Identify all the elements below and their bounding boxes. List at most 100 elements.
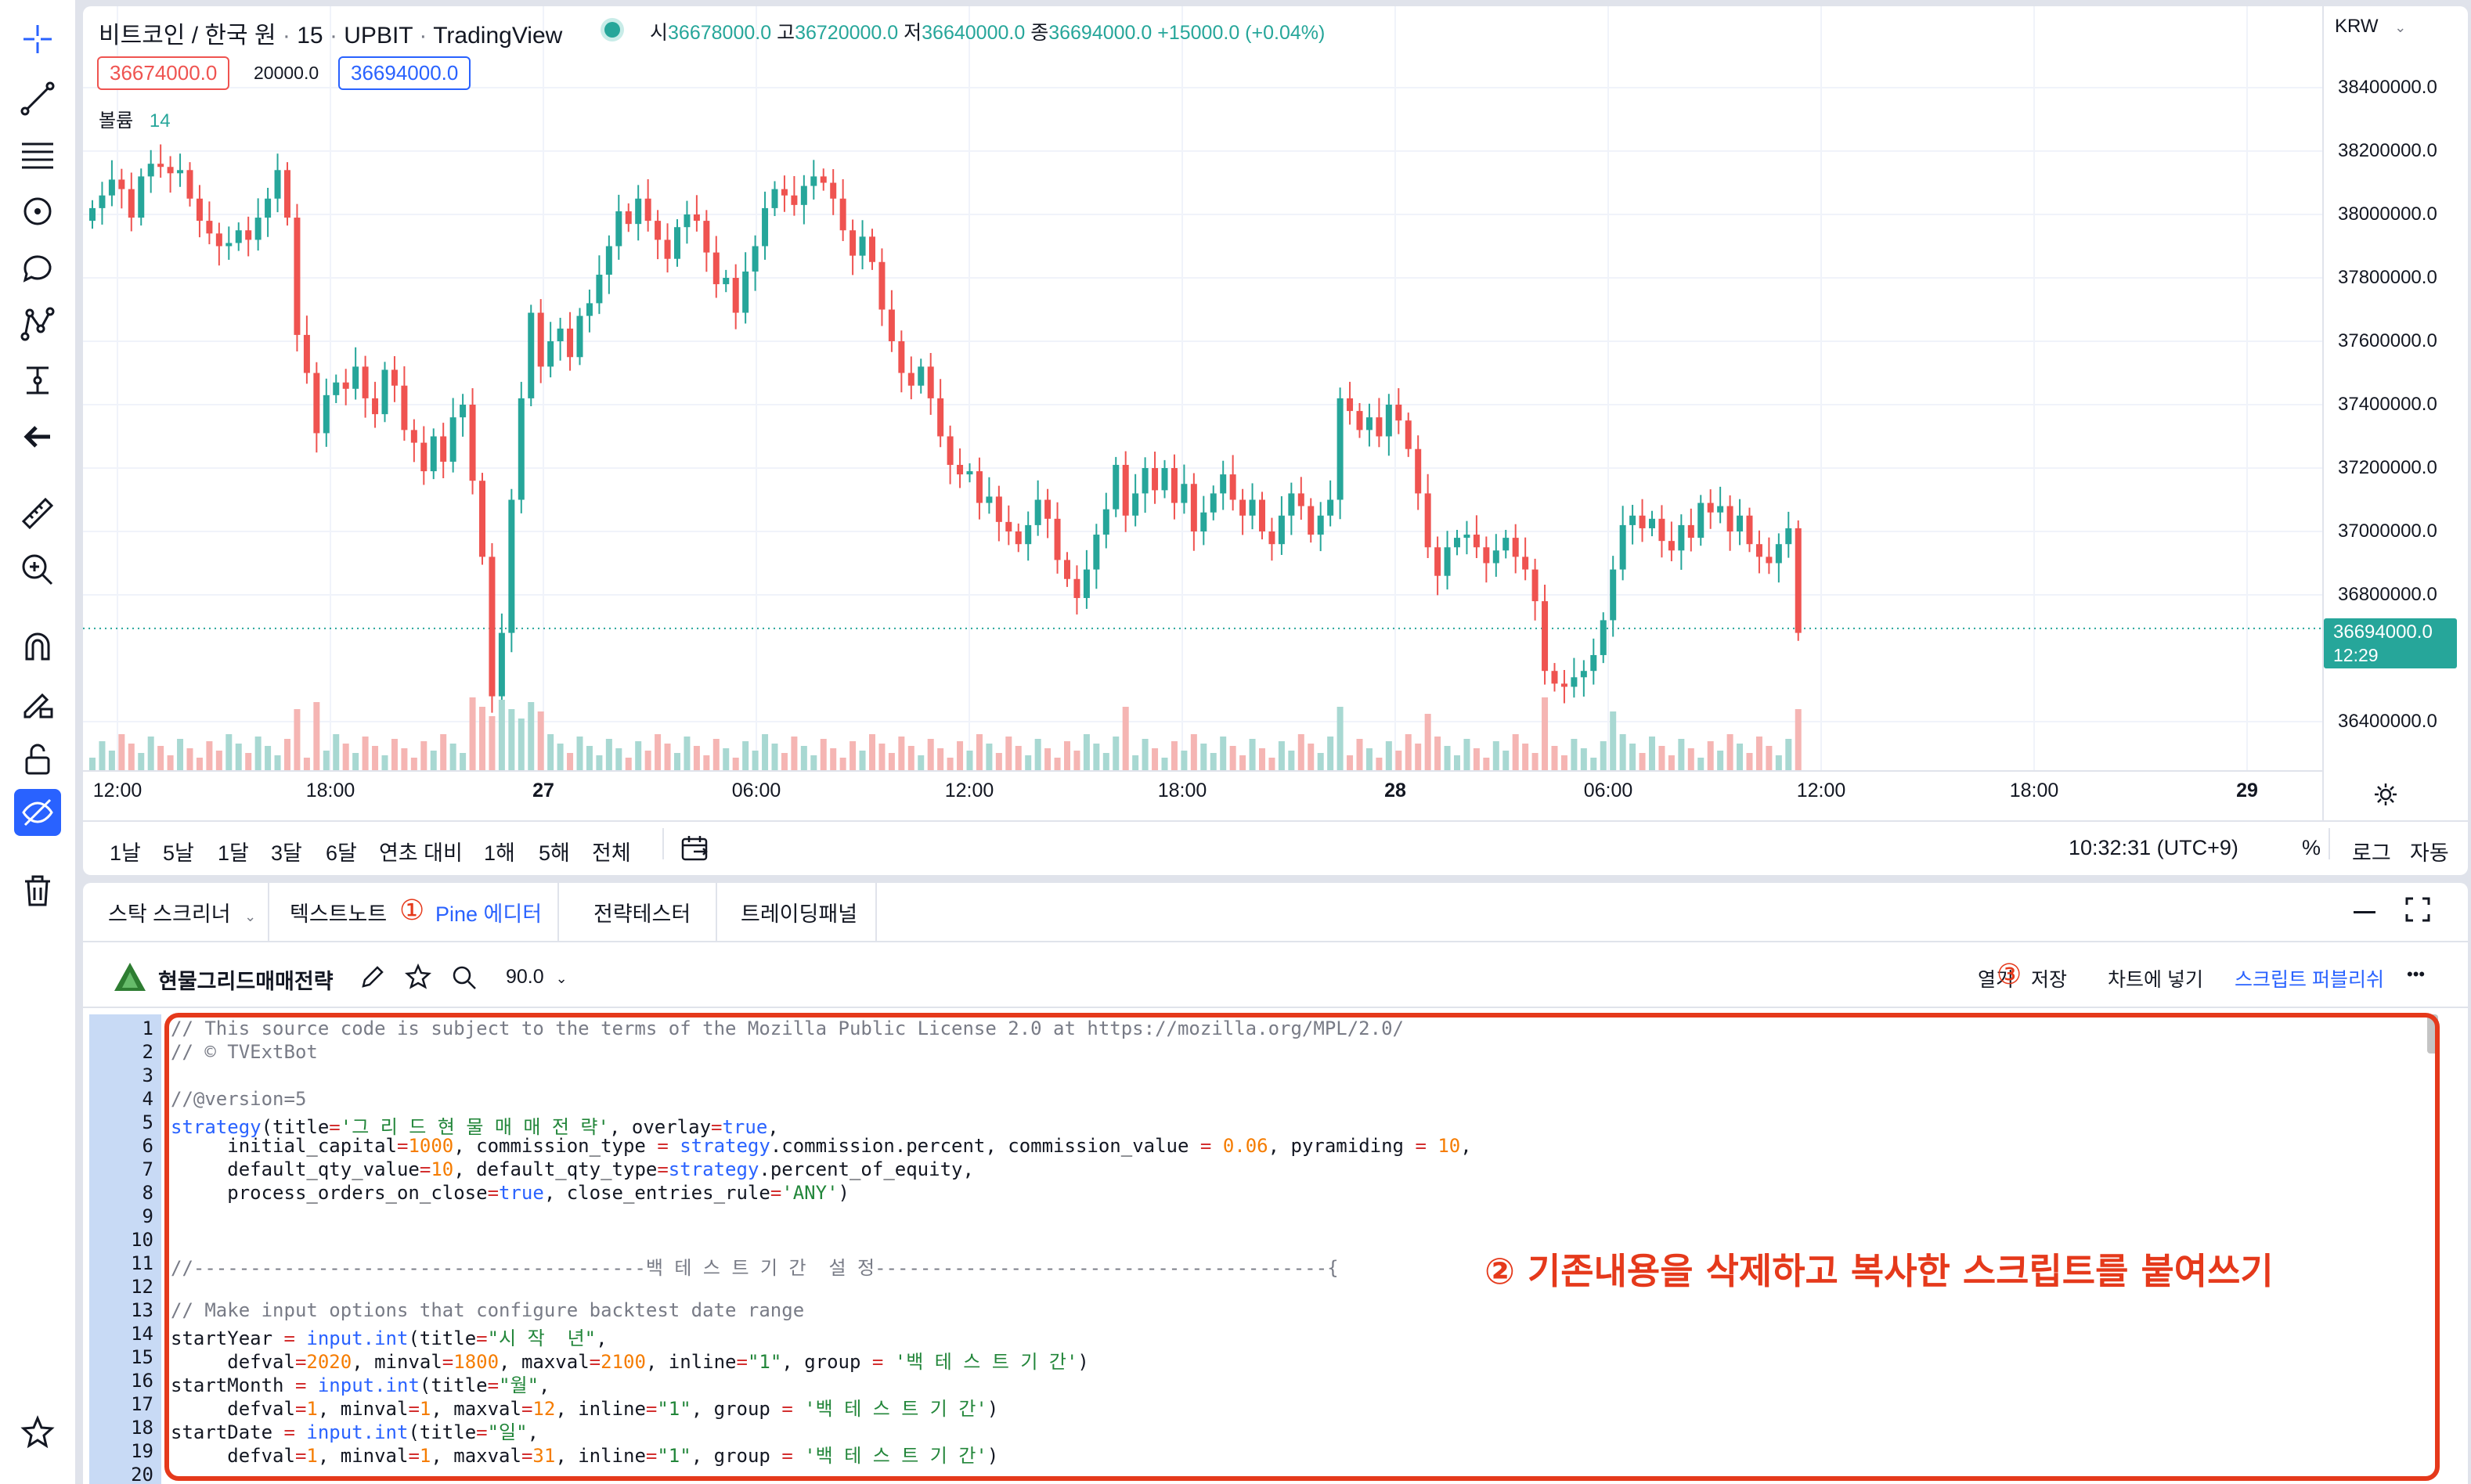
save-button[interactable]: 저장 <box>2031 969 2068 991</box>
candle-body <box>1746 515 1753 545</box>
tab-strategy-tester[interactable]: 전략테스터 <box>593 897 691 928</box>
candle-body <box>976 471 983 503</box>
code-line[interactable]: defval=2020, minval=1800, maxval=2100, i… <box>171 1351 1089 1373</box>
tab-trading-panel[interactable]: 트레이딩패널 <box>741 897 857 928</box>
code-line[interactable]: strategy(title='그 리 드 현 물 매 매 전 략', over… <box>171 1116 779 1138</box>
code-line[interactable]: //@version=5 <box>171 1088 307 1110</box>
goto-date-icon[interactable] <box>680 833 711 867</box>
time-axis-divider <box>83 770 2322 772</box>
back-arrow-icon[interactable] <box>14 413 61 460</box>
maximize-icon[interactable] <box>2404 895 2432 927</box>
volume-bar <box>1044 748 1052 770</box>
price-tick-label: 36800000.0 <box>2338 584 2437 605</box>
search-icon[interactable] <box>451 964 478 994</box>
code-line[interactable]: startMonth = input.int(title="월", <box>171 1374 550 1396</box>
tab-stock-screener[interactable]: 스탁 스크리너 ⌄ <box>108 897 256 928</box>
range-6m[interactable]: 6달 <box>326 841 357 865</box>
volume-legend[interactable]: 볼륨 14 <box>99 105 171 132</box>
chart-panel[interactable]: 비트코인 / 한국 원 · 15 · UPBIT · TradingView 시… <box>83 6 2468 875</box>
range-5y[interactable]: 5해 <box>539 841 570 865</box>
circle-dot-icon[interactable] <box>14 188 61 235</box>
volume-bar <box>1687 748 1694 770</box>
candle-body <box>791 195 798 205</box>
comment-icon[interactable] <box>14 244 61 291</box>
code-line[interactable]: // © TVExtBot <box>171 1041 318 1063</box>
code-line[interactable]: //--------------------------------------… <box>171 1257 1339 1279</box>
magnet-icon[interactable] <box>14 623 61 670</box>
publish-script-button[interactable]: 스크립트 퍼블리쉬 <box>2235 969 2384 991</box>
market-status-dot[interactable] <box>604 22 620 38</box>
eye-strike-icon[interactable] <box>14 789 61 836</box>
instruction-annotation: ② 기존내용을 삭제하고 복사한 스크립트를 붙여쓰기 <box>1484 1250 2274 1292</box>
code-line[interactable]: // This source code is subject to the te… <box>171 1018 1404 1039</box>
range-1y[interactable]: 1해 <box>484 841 515 865</box>
range-ytd[interactable]: 연초 대비 <box>379 841 463 865</box>
lock-pencil-icon[interactable] <box>14 679 61 726</box>
bar-countdown: 12:29 <box>2333 645 2379 665</box>
percent-scale-toggle[interactable]: % <box>2302 836 2321 859</box>
star-icon[interactable] <box>14 1409 61 1456</box>
code-line[interactable]: initial_capital=1000, commission_type = … <box>171 1135 1472 1157</box>
range-1d[interactable]: 1날 <box>110 841 141 865</box>
volume-bar <box>1590 758 1597 770</box>
candle-body <box>810 176 817 186</box>
horizontal-lines-icon[interactable] <box>14 131 61 178</box>
candle-body <box>313 373 320 434</box>
clock-timezone[interactable]: 10:32:31 (UTC+9) <box>2069 836 2238 859</box>
more-options-icon[interactable]: ••• <box>2407 964 2426 984</box>
tab-pine-editor[interactable]: Pine 에디터 <box>435 897 542 928</box>
buy-price-button[interactable]: 36694000.0 <box>338 56 471 90</box>
volume-bar <box>625 758 632 770</box>
volume-bar <box>1171 741 1178 770</box>
trend-line-icon[interactable] <box>14 75 61 122</box>
range-all[interactable]: 전체 <box>592 841 631 865</box>
price-chart[interactable] <box>83 6 2468 820</box>
line-number: 4 <box>142 1088 153 1110</box>
candle-body <box>1463 535 1470 538</box>
favorite-star-icon[interactable] <box>404 963 432 994</box>
volume-bar <box>235 744 242 770</box>
minimize-icon[interactable] <box>2354 911 2375 913</box>
symbol-title: 비트코인 / 한국 원 <box>99 23 276 49</box>
volume-bar <box>1424 714 1431 770</box>
code-line[interactable]: startYear = input.int(title="시 작 년", <box>171 1327 608 1349</box>
volume-bar <box>1083 734 1090 770</box>
code-line[interactable]: defval=1, minval=1, maxval=12, inline="1… <box>171 1398 999 1420</box>
code-line[interactable]: default_qty_value=10, default_qty_type=s… <box>171 1158 974 1180</box>
version-select[interactable]: 90.0 ⌄ <box>506 966 568 989</box>
symbol-legend[interactable]: 비트코인 / 한국 원 · 15 · UPBIT · TradingView <box>99 23 563 49</box>
editor-scrollbar[interactable] <box>2427 1014 2438 1054</box>
price-tick-label: 36400000.0 <box>2338 711 2437 732</box>
tab-text-notes[interactable]: 텍스트노트 <box>290 897 387 928</box>
crosshair-icon[interactable] <box>14 16 61 63</box>
code-line[interactable]: process_orders_on_close=true, close_entr… <box>171 1182 850 1204</box>
add-to-chart-button[interactable]: 차트에 넣기 <box>2108 969 2203 991</box>
script-name[interactable]: 현물그리드매매전략 <box>158 970 334 993</box>
code-line[interactable]: startDate = input.int(title="일", <box>171 1421 539 1443</box>
candle-body <box>215 233 222 247</box>
range-3m[interactable]: 3달 <box>271 841 302 865</box>
pattern-icon[interactable] <box>14 301 61 348</box>
code-line[interactable]: defval=1, minval=1, maxval=31, inline="1… <box>171 1445 999 1467</box>
range-1m[interactable]: 1달 <box>218 841 249 865</box>
settings-gear-icon[interactable] <box>2372 781 2399 811</box>
range-5d[interactable]: 5날 <box>163 841 194 865</box>
auto-scale-toggle[interactable]: 자동 <box>2410 841 2449 865</box>
low-label: 저 <box>904 22 922 44</box>
currency-select[interactable]: KRW ⌄ <box>2335 16 2406 38</box>
candle-body <box>1113 464 1120 510</box>
ruler-icon[interactable] <box>14 490 61 537</box>
code-line[interactable]: // Make input options that configure bac… <box>171 1299 805 1321</box>
trash-icon[interactable] <box>14 867 61 914</box>
open-button[interactable]: 열기 <box>1978 969 2015 991</box>
volume-bar <box>1502 751 1510 770</box>
candle-body <box>703 221 710 253</box>
rename-pencil-icon[interactable] <box>359 964 385 994</box>
zoom-in-icon[interactable] <box>14 546 61 593</box>
candle-body <box>781 189 788 196</box>
measure-arrow-icon[interactable] <box>14 357 61 404</box>
log-scale-toggle[interactable]: 로그 <box>2352 841 2391 865</box>
unlock-icon[interactable] <box>14 736 61 783</box>
sell-price-button[interactable]: 36674000.0 <box>97 56 230 90</box>
candle-body <box>907 373 914 386</box>
